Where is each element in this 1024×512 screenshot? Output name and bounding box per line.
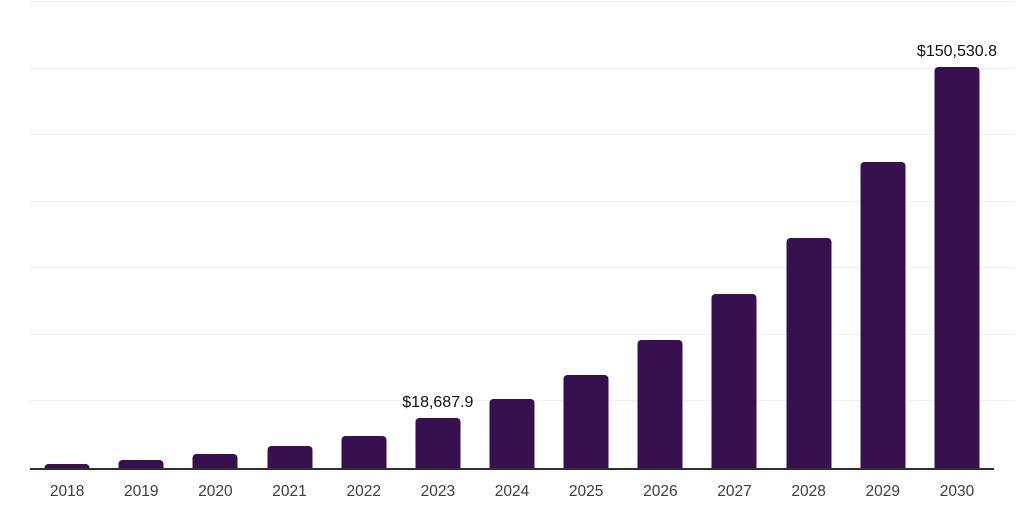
bars-row: $18,687.9 $150,530.8 (30, 0, 997, 468)
bar-2028 (786, 237, 832, 468)
bar-2022 (341, 436, 387, 468)
plot-area: $18,687.9 $150,530.8 (30, 0, 1015, 470)
x-tick-label-2029: 2029 (865, 483, 901, 500)
bar-2020 (192, 454, 238, 468)
value-label-2023: $18,687.9 (402, 394, 474, 412)
gridline (30, 200, 1015, 202)
bar-slot-2020 (178, 0, 252, 468)
gridline (30, 67, 1015, 69)
bar-slot-2027 (697, 0, 771, 468)
bar-slot-2018 (30, 0, 104, 468)
bar-2030 (934, 67, 980, 468)
x-tick-label-2027: 2027 (717, 483, 752, 500)
bar-2025 (563, 374, 609, 468)
x-tick-label-2024: 2024 (494, 483, 530, 500)
x-tick-label-2020: 2020 (198, 483, 233, 500)
bar-slot-2026 (623, 0, 697, 468)
gridline (30, 267, 1015, 269)
x-tick-label-2019: 2019 (123, 483, 159, 500)
bar-slot-2028 (772, 0, 846, 468)
x-axis-line (30, 468, 994, 470)
bar-slot-2019 (104, 0, 178, 468)
bar-2029 (860, 161, 906, 468)
x-tick-label-2030: 2030 (939, 483, 975, 500)
x-tick-label-2021: 2021 (272, 483, 307, 500)
bar-slot-2024 (475, 0, 549, 468)
x-tick-label-2022: 2022 (346, 483, 381, 500)
bar-2024 (489, 399, 535, 468)
bar-2026 (637, 340, 683, 468)
gridline (30, 333, 1015, 335)
bar-slot-2022 (327, 0, 401, 468)
bar-2018 (44, 464, 90, 468)
value-label-2030: $150,530.8 (916, 43, 997, 61)
bar-2021 (267, 446, 313, 468)
gridline (30, 1, 1015, 2)
x-tick-label-2023: 2023 (420, 483, 456, 500)
bar-2019 (118, 460, 164, 468)
bar-slot-2023: $18,687.9 (401, 0, 475, 468)
x-tick-label-2025: 2025 (568, 483, 604, 500)
gridline (30, 134, 1015, 136)
x-tick-label-2018: 2018 (49, 483, 85, 500)
x-axis-tick-labels: 2018 2019 2020 2021 2022 2023 2024 2025 2026 2027… (30, 483, 994, 505)
bar-slot-2029 (846, 0, 920, 468)
bar-2023 (415, 418, 461, 468)
bar-slot-2021 (252, 0, 326, 468)
bar-2027 (711, 294, 757, 468)
x-tick-label-2028: 2028 (791, 483, 826, 500)
bar-slot-2030: $150,530.8 (916, 0, 997, 468)
x-tick-label-2026: 2026 (643, 483, 678, 500)
bar-slot-2025 (549, 0, 623, 468)
